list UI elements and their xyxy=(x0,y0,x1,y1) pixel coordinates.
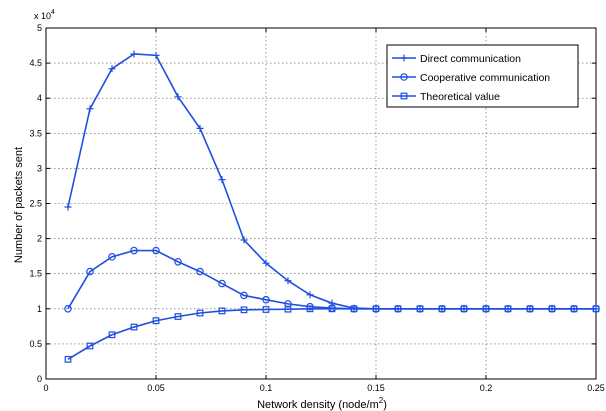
x-tick-label: 0.15 xyxy=(367,383,385,393)
y-tick-label: 1 xyxy=(37,304,42,314)
data-point xyxy=(372,305,380,313)
data-point xyxy=(64,203,72,211)
data-point xyxy=(108,65,116,73)
data-point xyxy=(504,305,512,313)
data-point xyxy=(262,295,270,304)
data-point xyxy=(240,306,248,314)
data-point xyxy=(218,176,226,184)
x-tick-label: 0.25 xyxy=(587,383,605,393)
data-point xyxy=(86,105,94,113)
x-tick-label: 0.05 xyxy=(147,383,165,393)
data-point xyxy=(240,291,248,300)
legend-label: Theoretical value xyxy=(420,91,500,103)
data-point xyxy=(174,93,182,101)
data-point xyxy=(130,50,138,58)
legend: Direct communication Cooperative communic… xyxy=(386,44,579,108)
y-tick-label: 1.5 xyxy=(29,269,42,279)
x-tick-label: 0 xyxy=(43,383,48,393)
data-point xyxy=(196,309,204,317)
data-point xyxy=(108,253,116,261)
data-point xyxy=(174,313,182,320)
data-point xyxy=(174,257,182,266)
y-tick-label: 2.5 xyxy=(29,199,42,209)
data-point xyxy=(284,300,292,308)
legend-box xyxy=(386,44,579,108)
x-tick-label: 0.2 xyxy=(480,383,493,393)
series-group xyxy=(64,50,600,363)
data-point xyxy=(218,307,226,315)
y-tick-label: 0 xyxy=(37,374,42,384)
data-point xyxy=(64,304,72,313)
data-point xyxy=(350,305,358,313)
data-point xyxy=(482,305,490,313)
series-2 xyxy=(64,305,600,363)
data-point xyxy=(416,305,424,313)
y-exponent: x 104 xyxy=(34,9,55,21)
x-tick-label: 0.1 xyxy=(260,383,273,393)
data-point xyxy=(438,305,446,313)
data-point xyxy=(548,305,556,313)
series-line xyxy=(67,307,596,361)
y-tick-label: 0.5 xyxy=(29,339,42,349)
y-tick-label: 3.5 xyxy=(29,128,42,138)
data-point xyxy=(460,305,468,313)
data-point xyxy=(526,305,534,313)
x-axis-label: Network density (node/m2) xyxy=(257,396,387,411)
data-point xyxy=(86,342,94,350)
legend-marker xyxy=(400,92,408,100)
data-point xyxy=(570,305,578,313)
y-tick-label: 2 xyxy=(37,234,42,244)
legend-label: Direct communication xyxy=(420,53,521,65)
data-point xyxy=(108,331,116,339)
data-point xyxy=(262,259,270,267)
data-point xyxy=(196,267,204,276)
data-point xyxy=(152,317,160,325)
data-point xyxy=(152,246,160,255)
data-point xyxy=(152,51,160,59)
data-point xyxy=(284,277,292,285)
data-point xyxy=(130,246,138,255)
y-tick-label: 4 xyxy=(37,93,42,103)
y-tick-label: 3 xyxy=(37,163,42,173)
y-axis-label: Number of packets sent xyxy=(13,147,25,263)
data-point xyxy=(64,355,72,363)
legend-marker xyxy=(400,54,408,62)
data-point xyxy=(196,124,204,132)
y-tick-label: 4.5 xyxy=(29,58,42,68)
data-point xyxy=(240,236,248,244)
data-point xyxy=(394,305,402,313)
legend-marker xyxy=(400,73,408,81)
y-tick-label: 5 xyxy=(37,23,42,33)
legend-label: Cooperative communication xyxy=(420,72,550,84)
data-point xyxy=(328,305,336,313)
data-point xyxy=(86,267,94,276)
data-point xyxy=(306,305,314,313)
data-point xyxy=(592,305,600,313)
data-point xyxy=(130,323,138,331)
data-point xyxy=(218,279,226,288)
data-point xyxy=(262,306,270,313)
data-point xyxy=(306,291,314,299)
data-point xyxy=(284,305,292,313)
